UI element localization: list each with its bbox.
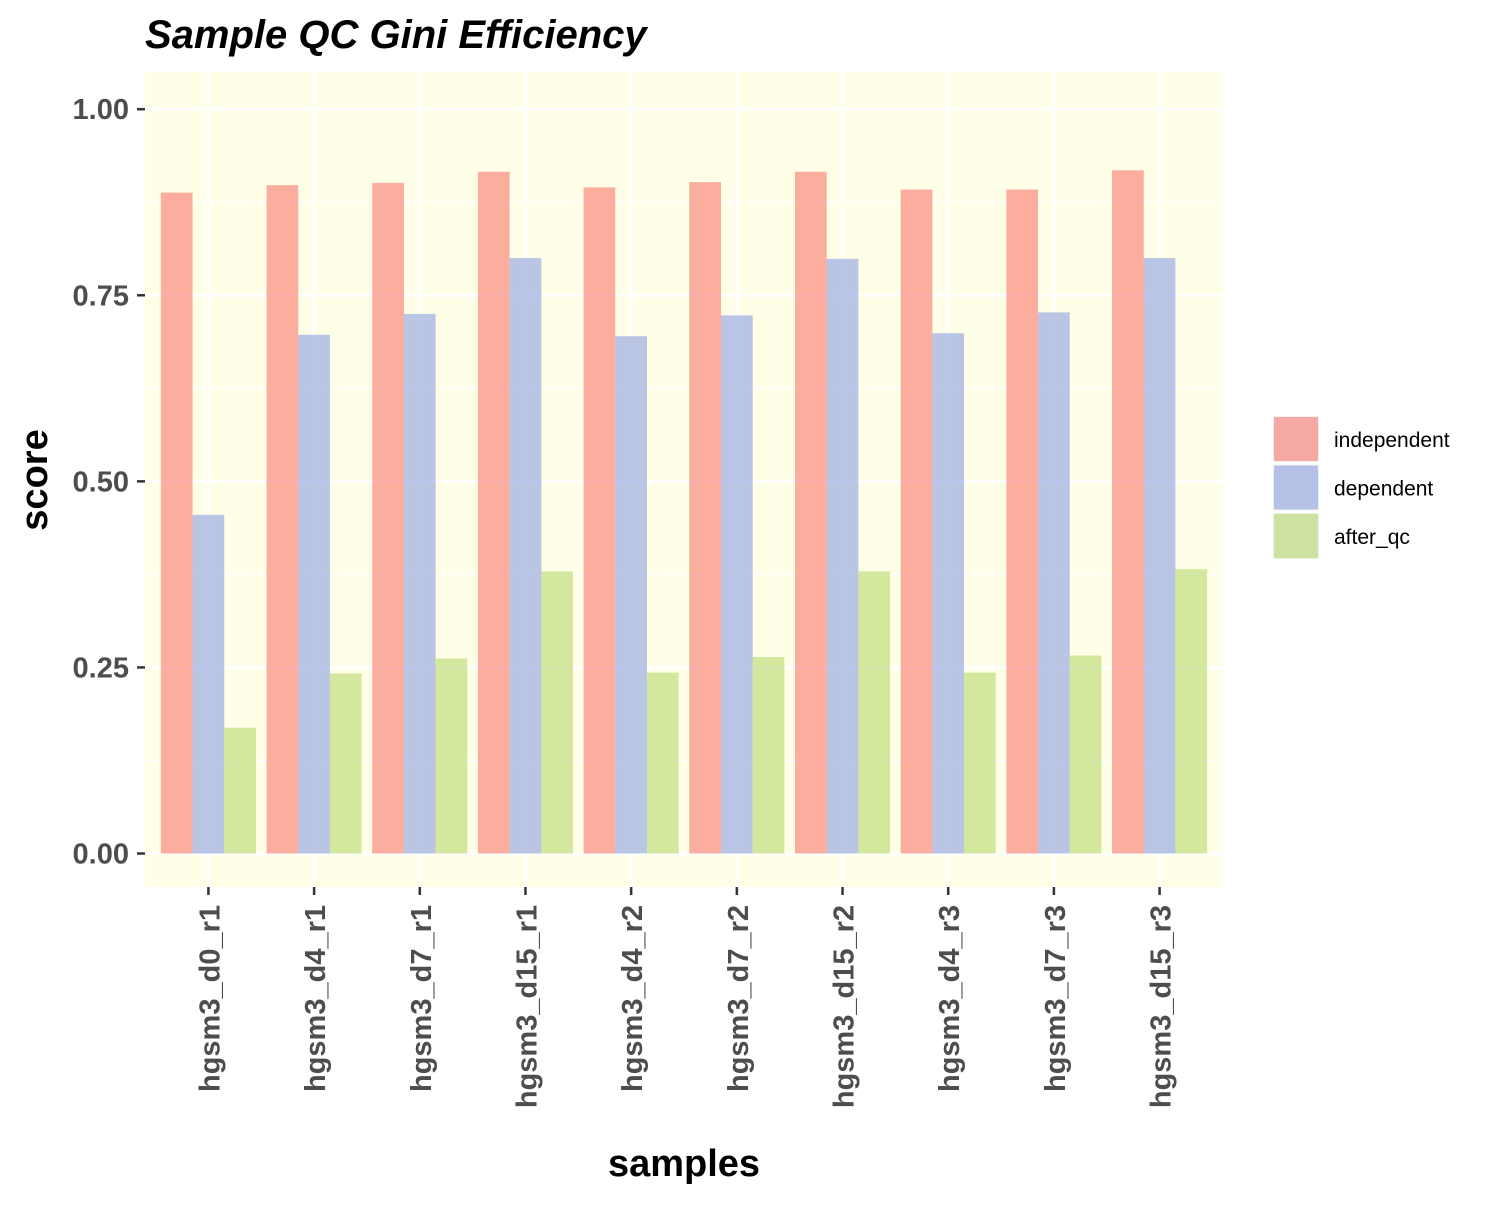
legend: independent dependent after_qc bbox=[1273, 416, 1450, 559]
y-axis-title: score bbox=[14, 429, 56, 530]
bar-independent bbox=[372, 182, 404, 854]
bar-dependent bbox=[932, 333, 965, 854]
bar-dependent bbox=[720, 315, 753, 854]
legend-label-after_qc: after_qc bbox=[1334, 526, 1410, 549]
legend-label-dependent: dependent bbox=[1334, 478, 1433, 501]
bar-independent bbox=[477, 171, 510, 854]
x-tick-label: hgsm3_d4_r2 bbox=[617, 905, 649, 1092]
bar-independent bbox=[794, 171, 827, 854]
bar-independent bbox=[900, 189, 933, 854]
bar-after_qc bbox=[1175, 569, 1208, 854]
x-tick-label: hgsm3_d7_r1 bbox=[406, 905, 438, 1092]
bar-dependent bbox=[298, 334, 330, 854]
x-tick-label: hgsm3_d7_r3 bbox=[1040, 905, 1072, 1092]
bar-dependent bbox=[615, 336, 648, 854]
legend-swatch-dependent bbox=[1274, 465, 1318, 510]
bar-after_qc bbox=[224, 727, 256, 854]
bar-independent bbox=[583, 187, 616, 854]
bar-dependent bbox=[403, 313, 436, 854]
bar-independent bbox=[1006, 189, 1039, 854]
x-tick-label: hgsm3_d15_r2 bbox=[829, 905, 861, 1108]
y-tick-label: 0.50 bbox=[73, 466, 129, 498]
y-tick-label: 1.00 bbox=[73, 94, 129, 126]
bar-dependent bbox=[1143, 258, 1176, 854]
bar-after_qc bbox=[858, 571, 891, 854]
bar-after_qc bbox=[1069, 655, 1102, 854]
bar-after_qc bbox=[329, 673, 362, 854]
x-tick-label: hgsm3_d7_r2 bbox=[723, 905, 755, 1092]
x-tick-label: hgsm3_d0_r1 bbox=[194, 905, 226, 1092]
bar-after_qc bbox=[435, 658, 468, 854]
bar-dependent bbox=[1038, 312, 1070, 854]
y-tick-label: 0.75 bbox=[73, 280, 129, 312]
y-tick-label: 0.00 bbox=[73, 839, 129, 871]
bar-after_qc bbox=[752, 657, 785, 854]
legend-label-independent: independent bbox=[1334, 429, 1450, 452]
y-tick-label: 0.25 bbox=[73, 652, 129, 684]
bars bbox=[160, 170, 1208, 854]
x-tick-label: hgsm3_d15_r3 bbox=[1146, 905, 1178, 1108]
legend-swatch-after_qc bbox=[1274, 514, 1318, 558]
bar-after_qc bbox=[964, 672, 996, 854]
x-tick-label: hgsm3_d4_r1 bbox=[300, 905, 332, 1092]
bar-dependent bbox=[509, 258, 542, 854]
x-axis-title: samples bbox=[608, 1143, 760, 1185]
chart-title: Sample QC Gini Efficiency bbox=[145, 13, 648, 57]
bar-independent bbox=[266, 185, 299, 854]
x-tick-label: hgsm3_d4_r3 bbox=[934, 905, 966, 1092]
bar-independent bbox=[160, 192, 193, 854]
y-axis: 0.00 0.25 0.50 0.75 1.00 bbox=[73, 94, 145, 871]
bar-after_qc bbox=[541, 571, 574, 854]
x-tick-label: hgsm3_d15_r1 bbox=[511, 905, 543, 1108]
bar-independent bbox=[1112, 170, 1144, 854]
bar-dependent bbox=[192, 514, 225, 854]
x-axis: hgsm3_d0_r1 hgsm3_d4_r1 hgsm3_d7_r1 hgsm3_d… bbox=[194, 887, 1178, 1108]
bar-after_qc bbox=[647, 672, 679, 854]
legend-swatch-independent bbox=[1274, 417, 1318, 461]
bar-dependent bbox=[826, 258, 859, 854]
bar-independent bbox=[689, 182, 721, 854]
